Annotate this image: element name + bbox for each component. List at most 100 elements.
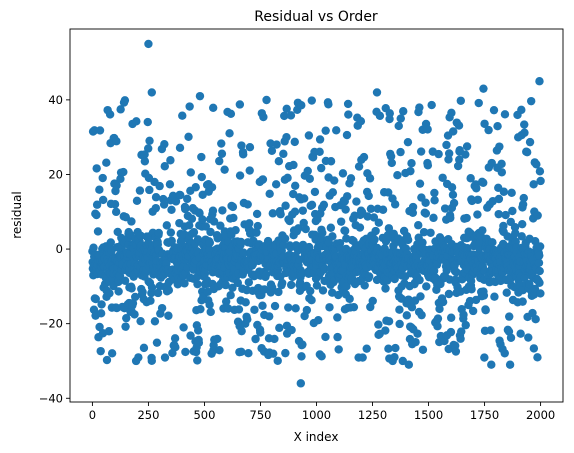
data-point [415, 275, 424, 285]
data-point [96, 309, 106, 318]
data-point [363, 212, 372, 221]
data-point [473, 195, 483, 204]
data-point [532, 160, 541, 169]
x-tick-label: 750 [250, 408, 272, 422]
data-point [167, 236, 176, 246]
data-point [426, 228, 435, 237]
data-point [146, 296, 155, 305]
scatter-points [88, 39, 545, 388]
data-point [345, 294, 354, 304]
data-point [507, 188, 516, 198]
data-point [290, 207, 300, 216]
data-point [317, 163, 326, 173]
data-point [303, 166, 312, 176]
data-point [346, 174, 356, 183]
data-point [340, 226, 350, 236]
data-point [270, 334, 279, 344]
data-point [423, 161, 433, 170]
data-point [164, 311, 173, 320]
data-point [419, 227, 429, 237]
data-point [522, 147, 532, 157]
data-point [95, 322, 104, 332]
data-point [343, 99, 353, 109]
data-point [160, 139, 169, 149]
data-point [165, 180, 175, 189]
data-point [448, 190, 458, 199]
data-point [160, 353, 170, 362]
data-point [354, 162, 364, 171]
data-point [510, 222, 520, 232]
data-point [138, 287, 147, 297]
data-point [416, 292, 425, 301]
data-point [430, 196, 439, 205]
data-point [395, 319, 404, 329]
data-point [150, 317, 160, 326]
data-point [468, 306, 478, 316]
data-point [228, 202, 238, 212]
data-point [342, 282, 351, 291]
y-tick-label: 0 [56, 242, 63, 256]
data-point [333, 313, 342, 322]
data-point [529, 180, 538, 189]
data-point [121, 322, 130, 331]
data-point [403, 235, 413, 245]
data-point [144, 39, 153, 49]
data-point [183, 194, 192, 204]
data-point [454, 121, 464, 130]
data-point [418, 345, 428, 354]
data-point [279, 149, 288, 159]
data-point [497, 168, 507, 177]
data-point [390, 200, 400, 209]
data-point [415, 103, 424, 112]
data-point [275, 323, 284, 333]
data-point [404, 360, 414, 369]
data-point [96, 346, 105, 356]
data-point [92, 200, 102, 209]
data-point [330, 176, 339, 185]
data-point [418, 238, 427, 247]
data-point [106, 238, 115, 247]
data-point [374, 320, 383, 329]
data-point [92, 210, 101, 220]
data-point [160, 162, 169, 171]
data-point [95, 185, 104, 194]
data-point [239, 248, 248, 257]
data-point [466, 174, 475, 183]
data-point [478, 226, 487, 235]
data-point [145, 185, 154, 195]
data-point [364, 191, 373, 201]
data-point [499, 221, 508, 231]
data-point [480, 353, 489, 362]
data-point [116, 174, 125, 184]
data-point [195, 91, 205, 101]
data-point [324, 100, 333, 109]
data-point [221, 280, 230, 290]
data-point [98, 195, 108, 205]
data-point [282, 104, 291, 114]
data-point [391, 343, 400, 353]
data-point [518, 297, 527, 306]
data-point [287, 325, 296, 335]
data-point [147, 88, 156, 97]
data-point [396, 114, 405, 123]
data-point [374, 218, 383, 227]
data-point [217, 139, 226, 148]
data-point [131, 356, 141, 366]
data-point [493, 121, 502, 131]
data-point [286, 111, 296, 120]
data-point [226, 109, 236, 119]
data-point [256, 328, 265, 337]
data-point [421, 198, 430, 207]
data-point [442, 140, 451, 150]
data-point [370, 235, 379, 244]
data-point [231, 225, 240, 235]
data-point [516, 329, 525, 338]
data-point [225, 129, 234, 138]
data-point [368, 296, 377, 306]
data-point [388, 356, 397, 366]
data-point [520, 120, 529, 129]
data-point [191, 183, 200, 192]
data-point [517, 105, 526, 115]
data-point [434, 149, 443, 159]
